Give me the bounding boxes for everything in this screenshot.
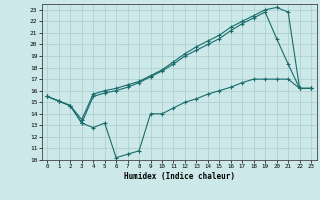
X-axis label: Humidex (Indice chaleur): Humidex (Indice chaleur) bbox=[124, 172, 235, 181]
